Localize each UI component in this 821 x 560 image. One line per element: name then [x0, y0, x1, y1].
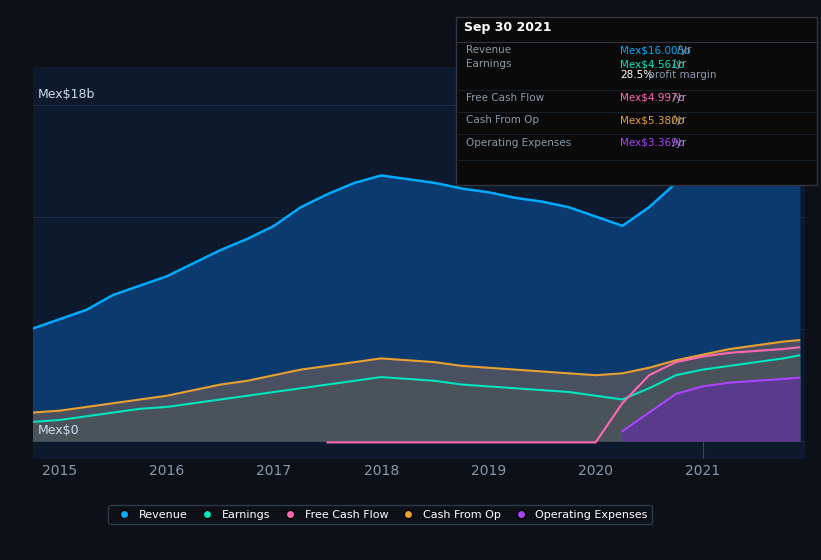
Legend: Revenue, Earnings, Free Cash Flow, Cash From Op, Operating Expenses: Revenue, Earnings, Free Cash Flow, Cash … — [108, 505, 652, 524]
Text: Free Cash Flow: Free Cash Flow — [466, 93, 544, 103]
Text: Cash From Op: Cash From Op — [466, 115, 539, 125]
Text: Mex$4.561b: Mex$4.561b — [620, 59, 684, 69]
Text: Sep 30 2021: Sep 30 2021 — [464, 21, 552, 34]
Text: Mex$0: Mex$0 — [39, 424, 80, 437]
Text: Mex$4.997b: Mex$4.997b — [620, 93, 684, 103]
Text: 28.5%: 28.5% — [620, 71, 653, 81]
Text: Mex$5.380b: Mex$5.380b — [620, 115, 684, 125]
Text: Mex$3.369b: Mex$3.369b — [620, 138, 684, 148]
Text: profit margin: profit margin — [645, 71, 717, 81]
Text: Operating Expenses: Operating Expenses — [466, 138, 571, 148]
Text: /yr: /yr — [669, 93, 686, 103]
Text: Mex$16.005b: Mex$16.005b — [620, 45, 690, 55]
Text: /yr: /yr — [669, 59, 686, 69]
Text: /yr: /yr — [669, 115, 686, 125]
Text: Earnings: Earnings — [466, 59, 511, 69]
Text: Mex$18b: Mex$18b — [39, 88, 95, 101]
Text: Revenue: Revenue — [466, 45, 511, 55]
Text: /yr: /yr — [669, 138, 686, 148]
Text: /yr: /yr — [674, 45, 691, 55]
